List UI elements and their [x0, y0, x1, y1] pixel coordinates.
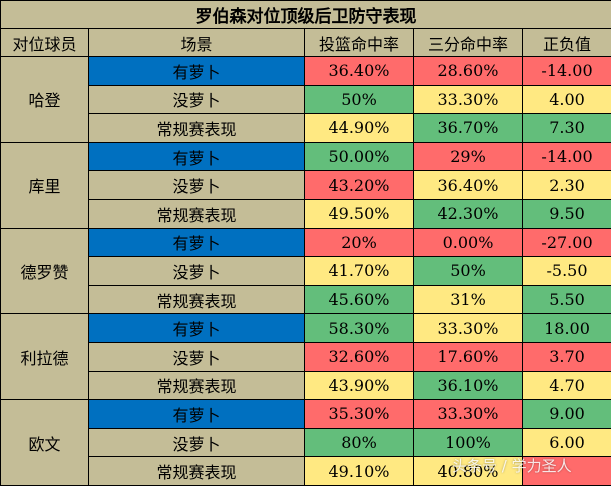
fg-pct-cell: 44.90%: [305, 114, 414, 143]
scene-cell: 常规赛表现: [89, 285, 305, 314]
scene-cell: 有萝卜: [89, 314, 305, 343]
plus-minus-cell: 2.30: [523, 171, 611, 200]
plus-minus-cell: -14.00: [523, 57, 611, 86]
3p-pct-cell: 42.30%: [414, 199, 523, 228]
scene-cell: 常规赛表现: [89, 371, 305, 400]
title-row: 罗伯森对位顶级后卫防守表现: [1, 1, 611, 29]
scene-cell: 没萝卜: [89, 85, 305, 114]
scene-cell: 没萝卜: [89, 171, 305, 200]
fg-pct-cell: 43.90%: [305, 371, 414, 400]
plus-minus-cell: 9.00: [523, 400, 611, 429]
fg-pct-cell: 41.70%: [305, 257, 414, 286]
scene-cell: 有萝卜: [89, 228, 305, 257]
3p-pct-cell: 31%: [414, 285, 523, 314]
scene-cell: 常规赛表现: [89, 457, 305, 486]
plus-minus-cell: 7.30: [523, 114, 611, 143]
fg-pct-cell: 43.20%: [305, 171, 414, 200]
3p-pct-cell: 36.40%: [414, 171, 523, 200]
plus-minus-cell: 5.50: [523, 285, 611, 314]
3p-pct-cell: 28.60%: [414, 57, 523, 86]
watermark: 头条号 / 学力圣人: [452, 455, 572, 476]
plus-minus-cell: 6.00: [523, 428, 611, 457]
scene-cell: 没萝卜: [89, 257, 305, 286]
header-plus-minus: 正负值: [523, 29, 611, 57]
header-row: 对位球员 场景 投篮命中率 三分命中率 正负值: [1, 29, 611, 57]
plus-minus-cell: -27.00: [523, 228, 611, 257]
scene-cell: 没萝卜: [89, 342, 305, 371]
3p-pct-cell: 17.60%: [414, 342, 523, 371]
scene-cell: 常规赛表现: [89, 114, 305, 143]
plus-minus-cell: 4.70: [523, 371, 611, 400]
header-scene: 场景: [89, 29, 305, 57]
plus-minus-cell: 18.00: [523, 314, 611, 343]
scene-cell: 有萝卜: [89, 142, 305, 171]
plus-minus-cell: 4.00: [523, 85, 611, 114]
fg-pct-cell: 20%: [305, 228, 414, 257]
3p-pct-cell: 29%: [414, 142, 523, 171]
fg-pct-cell: 50.00%: [305, 142, 414, 171]
fg-pct-cell: 50%: [305, 85, 414, 114]
fg-pct-cell: 49.10%: [305, 457, 414, 486]
header-3p-pct: 三分命中率: [414, 29, 523, 57]
plus-minus-cell: 9.50: [523, 199, 611, 228]
plus-minus-cell: -14.00: [523, 142, 611, 171]
scene-cell: 没萝卜: [89, 428, 305, 457]
3p-pct-cell: 33.30%: [414, 314, 523, 343]
3p-pct-cell: 100%: [414, 428, 523, 457]
fg-pct-cell: 80%: [305, 428, 414, 457]
fg-pct-cell: 35.30%: [305, 400, 414, 429]
3p-pct-cell: 36.10%: [414, 371, 523, 400]
scene-cell: 有萝卜: [89, 400, 305, 429]
player-name: 利拉德: [1, 314, 89, 400]
fg-pct-cell: 45.60%: [305, 285, 414, 314]
header-opponent: 对位球员: [1, 29, 89, 57]
player-name: 哈登: [1, 57, 89, 143]
fg-pct-cell: 58.30%: [305, 314, 414, 343]
table-title: 罗伯森对位顶级后卫防守表现: [1, 1, 611, 29]
fg-pct-cell: 32.60%: [305, 342, 414, 371]
scene-cell: 有萝卜: [89, 57, 305, 86]
plus-minus-cell: -5.50: [523, 257, 611, 286]
fg-pct-cell: 36.40%: [305, 57, 414, 86]
3p-pct-cell: 50%: [414, 257, 523, 286]
player-name: 德罗赞: [1, 228, 89, 314]
3p-pct-cell: 0.00%: [414, 228, 523, 257]
3p-pct-cell: 33.30%: [414, 400, 523, 429]
3p-pct-cell: 33.30%: [414, 85, 523, 114]
scene-cell: 常规赛表现: [89, 199, 305, 228]
3p-pct-cell: 36.70%: [414, 114, 523, 143]
fg-pct-cell: 49.50%: [305, 199, 414, 228]
header-fg-pct: 投篮命中率: [305, 29, 414, 57]
player-name: 欧文: [1, 400, 89, 486]
player-name: 库里: [1, 142, 89, 228]
plus-minus-cell: 3.70: [523, 342, 611, 371]
